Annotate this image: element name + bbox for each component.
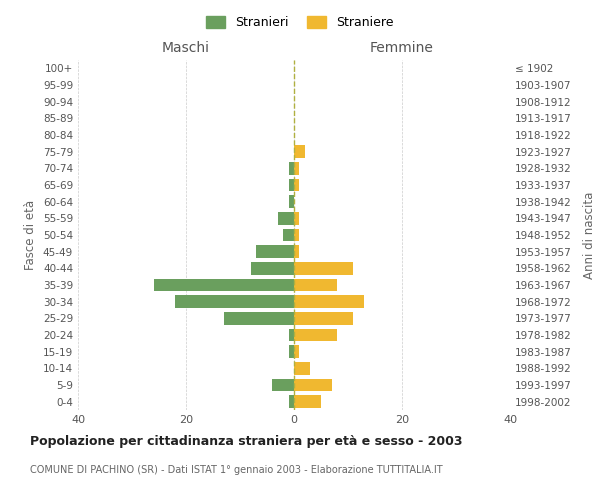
Text: Popolazione per cittadinanza straniera per età e sesso - 2003: Popolazione per cittadinanza straniera p…	[30, 435, 463, 448]
Bar	[294, 262, 353, 274]
Bar	[289, 396, 294, 408]
Bar	[289, 162, 294, 174]
Bar	[283, 229, 294, 241]
Bar	[294, 279, 337, 291]
Bar	[256, 246, 294, 258]
Bar	[294, 179, 299, 192]
Bar	[278, 212, 294, 224]
Bar	[272, 379, 294, 391]
Bar	[294, 346, 299, 358]
Y-axis label: Anni di nascita: Anni di nascita	[583, 192, 596, 278]
Bar	[294, 296, 364, 308]
Bar	[251, 262, 294, 274]
Bar	[175, 296, 294, 308]
Bar	[294, 162, 299, 174]
Bar	[289, 346, 294, 358]
Y-axis label: Fasce di età: Fasce di età	[25, 200, 37, 270]
Bar	[154, 279, 294, 291]
Text: Femmine: Femmine	[370, 41, 434, 55]
Bar	[294, 146, 305, 158]
Bar	[224, 312, 294, 324]
Bar	[289, 196, 294, 208]
Bar	[294, 362, 310, 374]
Bar	[294, 229, 299, 241]
Bar	[294, 396, 321, 408]
Bar	[294, 379, 332, 391]
Bar	[294, 212, 299, 224]
Text: Maschi: Maschi	[162, 41, 210, 55]
Text: COMUNE DI PACHINO (SR) - Dati ISTAT 1° gennaio 2003 - Elaborazione TUTTITALIA.IT: COMUNE DI PACHINO (SR) - Dati ISTAT 1° g…	[30, 465, 443, 475]
Bar	[289, 329, 294, 341]
Legend: Stranieri, Straniere: Stranieri, Straniere	[202, 11, 398, 34]
Bar	[294, 312, 353, 324]
Bar	[294, 246, 299, 258]
Bar	[294, 329, 337, 341]
Bar	[289, 179, 294, 192]
